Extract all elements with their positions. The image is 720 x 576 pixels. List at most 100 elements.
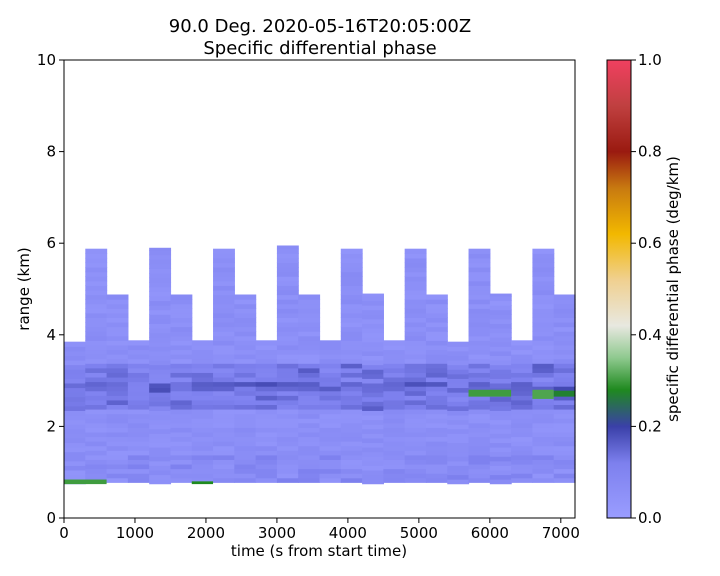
heatmap-cell [553,344,576,351]
heatmap-cell [85,308,108,314]
heatmap-cell [276,399,299,406]
heatmap-cell [276,289,299,296]
heatmap-cell [64,437,86,444]
heatmap-cell [127,473,150,479]
heatmap-cell [425,321,448,328]
heatmap-cell [447,437,470,444]
heatmap-cell [170,294,193,300]
heatmap-cell [489,474,512,480]
heatmap-cell [383,463,406,470]
heatmap-cell [489,359,512,366]
y-tick-label: 8 [46,143,56,161]
heatmap-cell [170,459,193,465]
heatmap-cell [532,317,555,323]
heatmap-cell [319,390,342,396]
heatmap-cell [255,454,278,460]
heatmap-cell [447,405,470,411]
heatmap-cell [85,408,108,415]
heatmap-cell [489,447,512,453]
heatmap-cell [234,317,257,323]
heatmap-cell [213,427,235,433]
heatmap-cell [447,378,470,384]
heatmap-cell [404,441,427,447]
heatmap-cell [511,450,534,456]
heatmap-cell [404,431,427,438]
heatmap-cell [85,441,108,447]
heatmap-cell [64,350,86,357]
heatmap-cell [106,367,129,373]
heatmap-cell [383,468,406,474]
heatmap-cell [85,340,108,346]
heatmap-cell [85,349,108,355]
heatmap-cell [276,280,299,286]
heatmap-cell [213,367,235,373]
heatmap-cell [213,321,235,328]
heatmap-cell [213,376,235,383]
heatmap-cell [404,427,427,433]
y-tick-label: 4 [46,326,56,344]
heatmap-cell [234,326,257,332]
heatmap-cell [85,422,108,428]
heatmap-cell [298,463,321,470]
heatmap-feature [191,481,214,485]
heatmap-cell [383,459,406,465]
heatmap-cell [255,367,278,373]
heatmap-cell [489,469,512,476]
heatmap-cell [468,473,491,479]
heatmap-cell [340,399,363,406]
heatmap-cell [85,436,108,442]
heatmap-cell [319,454,342,460]
heatmap-cell [298,450,321,456]
heatmap-cell [255,404,278,410]
heatmap-cell [191,395,214,401]
heatmap-cell [255,473,278,479]
heatmap-cell [425,386,448,392]
heatmap-cell [64,359,86,366]
heatmap-cell [425,454,448,460]
heatmap-cell [85,390,108,396]
heatmap-cell [298,376,321,383]
heatmap-cell [468,477,491,483]
heatmap-cell [106,376,129,383]
heatmap-cell [383,431,406,438]
heatmap-cell [340,463,363,470]
colorbar-tick-label: 0.6 [638,234,662,252]
heatmap-cell [511,399,534,406]
x-tick-label: 7000 [542,524,580,542]
heatmap-cell [468,257,491,264]
heatmap-cell [468,408,491,415]
heatmap-cell [404,473,427,479]
heatmap-cell [404,344,427,351]
heatmap-cell [149,373,172,379]
heatmap-cell [340,459,363,465]
heatmap-cell [255,427,278,433]
heatmap-cell [489,309,512,315]
x-tick-label: 4000 [329,524,367,542]
heatmap-cell [468,317,491,323]
heatmap-cell [191,422,214,428]
heatmap-cell [489,479,512,485]
heatmap-cell [191,344,214,351]
heatmap-cell [85,344,108,351]
colorbar-ticks: 0.0 0.2 0.4 0.6 0.8 1.0 [631,51,662,527]
heatmap-cell [468,285,491,291]
heatmap-cell [149,369,172,375]
heatmap-cell [532,253,555,259]
heatmap-cell [255,354,278,360]
heatmap-cell [298,331,321,337]
heatmap-cell [149,305,172,311]
heatmap-cell [468,321,491,328]
heatmap-cell [127,358,150,364]
heatmap-cell [532,299,555,305]
heatmap-cell [127,441,150,447]
heatmap-cell [127,459,150,465]
heatmap-cell [553,473,576,479]
heatmap-cell [298,427,321,433]
heatmap-cell [489,442,512,448]
heatmap-cell [425,404,448,410]
heatmap-cell [489,382,512,389]
heatmap-cell [489,433,512,439]
heatmap-cell [340,431,363,438]
heatmap-cell [340,303,363,309]
heatmap-cell [362,318,384,324]
